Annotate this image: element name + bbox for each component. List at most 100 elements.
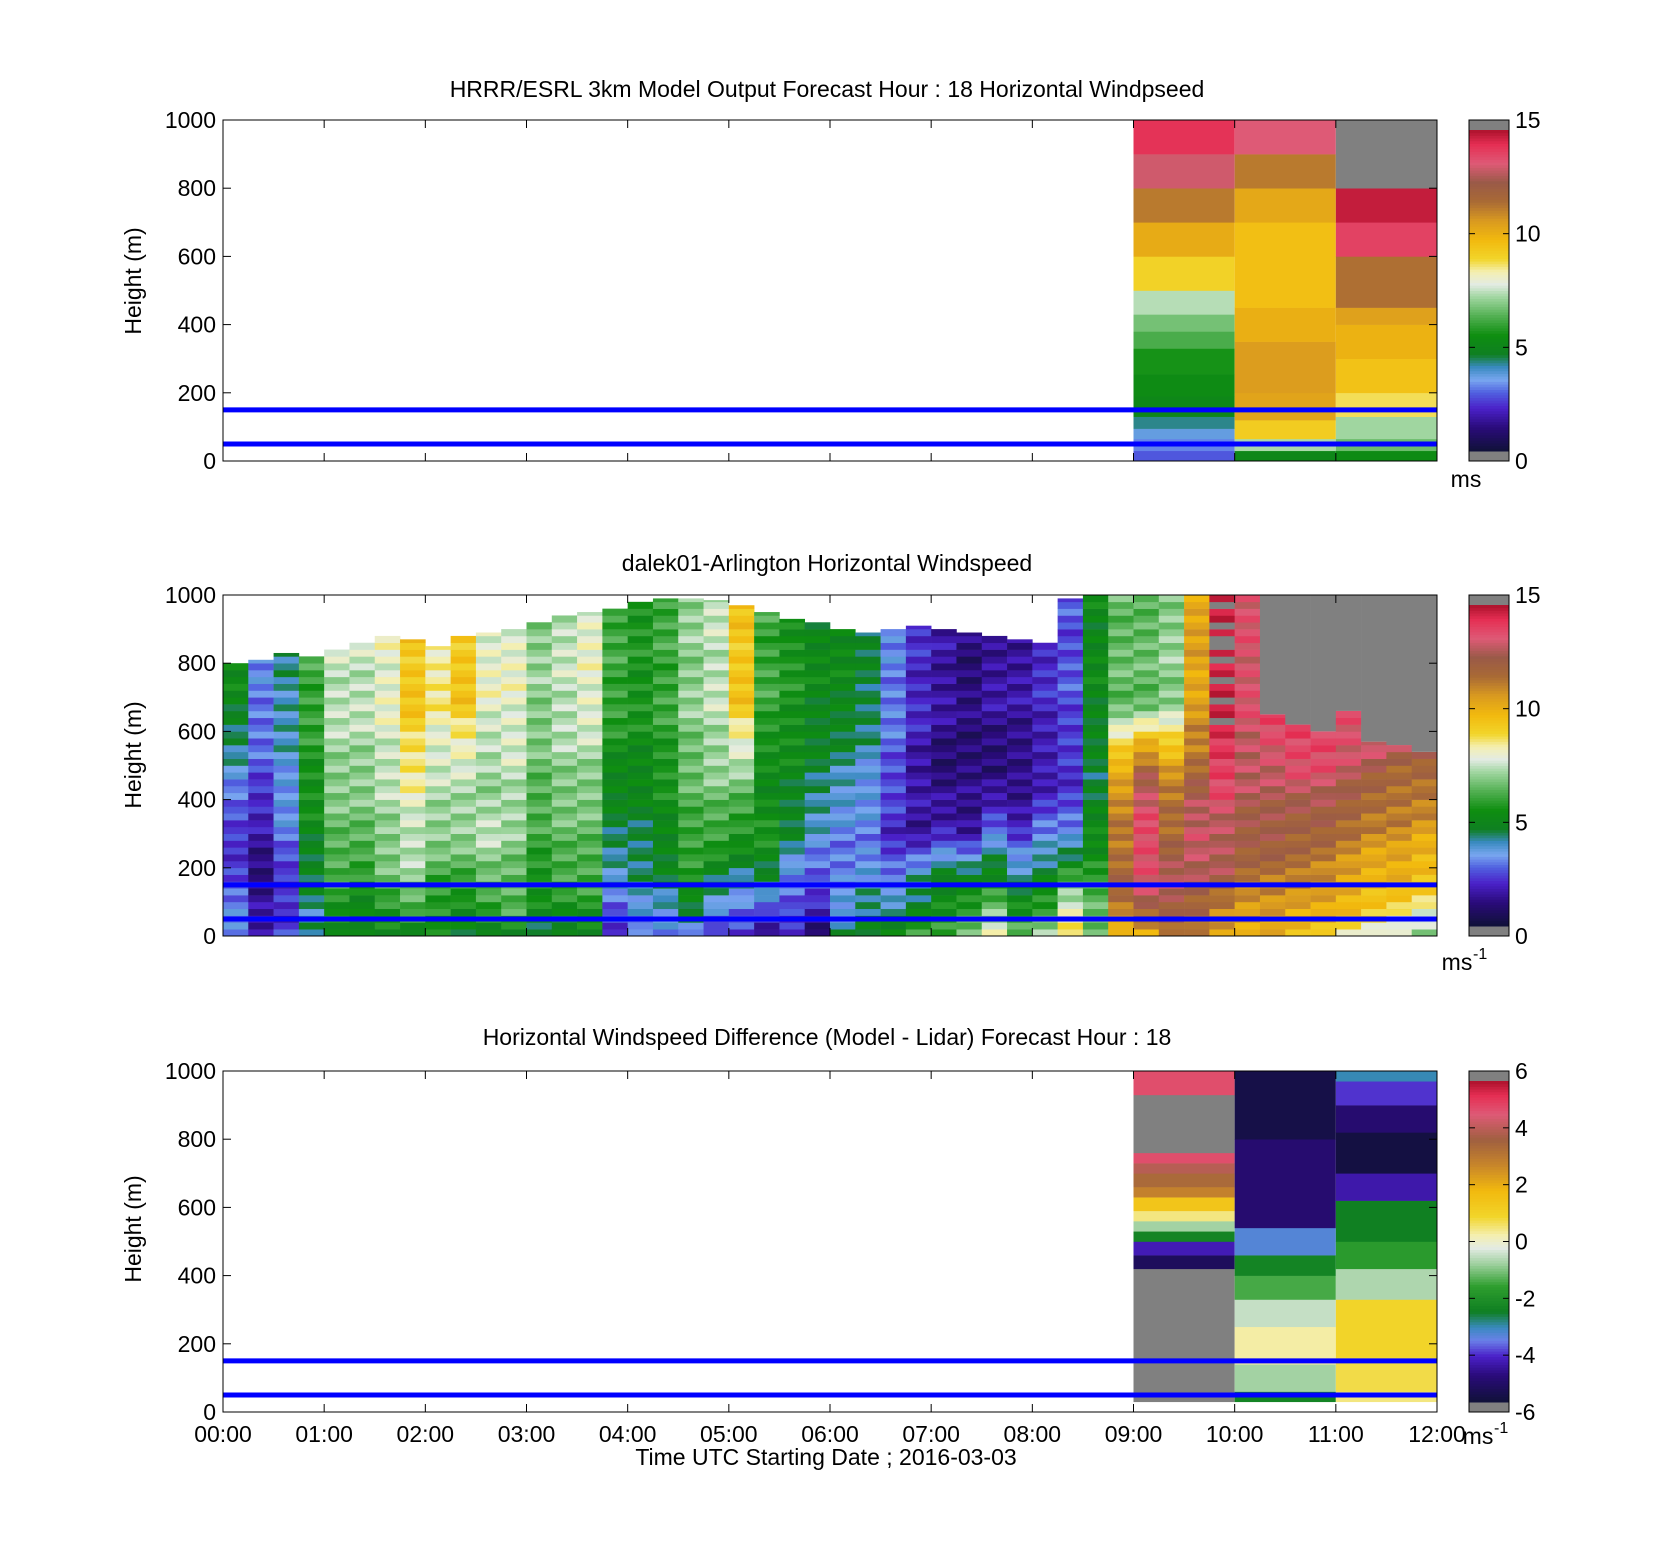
heatmap-cell (779, 697, 806, 705)
heatmap-cell (1108, 772, 1134, 780)
heatmap-cell (728, 608, 755, 616)
heatmap-cell (602, 813, 628, 821)
heatmap-cell (804, 929, 831, 937)
heatmap-cell (1184, 663, 1210, 671)
heatmap-cell (577, 792, 603, 800)
heatmap-cell (1057, 642, 1084, 650)
heatmap-cell (223, 826, 249, 834)
heatmap-cell (830, 847, 856, 855)
heatmap-cell (551, 806, 578, 814)
colorbar-segment (1469, 653, 1509, 657)
heatmap-cell (1285, 785, 1311, 794)
heatmap-cell (804, 840, 831, 848)
heatmap-cell (652, 867, 679, 875)
heatmap-cell (1133, 656, 1160, 664)
heatmap-cell (728, 704, 755, 712)
heatmap-cell (551, 704, 578, 712)
heatmap-cell (830, 860, 856, 869)
heatmap-cell (880, 710, 907, 719)
heatmap-cell (1259, 895, 1286, 903)
colorbar-segment (1469, 1345, 1509, 1349)
heatmap-cell (374, 799, 401, 807)
heatmap-cell (273, 854, 300, 862)
heatmap-cell (905, 690, 932, 698)
heatmap-cell (1184, 751, 1210, 759)
heatmap-cell (223, 731, 249, 739)
colorbar-segment (1469, 768, 1509, 772)
colorbar-segment (1469, 800, 1509, 804)
heatmap-cell (551, 820, 578, 828)
heatmap-cell (223, 813, 249, 821)
heatmap-cell (526, 758, 553, 766)
heatmap-cell (754, 717, 780, 725)
heatmap-cell (577, 676, 603, 684)
heatmap-cell (1133, 929, 1160, 937)
heatmap-cell (1310, 772, 1337, 780)
heatmap-cell (1108, 704, 1134, 712)
heatmap-cell (551, 785, 578, 794)
heatmap-cell (475, 649, 502, 657)
heatmap-cell (1082, 738, 1109, 746)
heatmap-cell (526, 738, 553, 746)
heatmap-cell (1184, 922, 1210, 930)
heatmap-cell (1335, 799, 1362, 807)
heatmap-cell (248, 874, 274, 882)
heatmap-cell (855, 690, 881, 698)
heatmap-cell (830, 840, 856, 848)
heatmap-cell (1158, 840, 1185, 848)
heatmap-cell (425, 724, 451, 732)
heatmap-cell (678, 731, 704, 739)
colorbar-segment (1469, 827, 1509, 831)
heatmap-cell (1310, 895, 1337, 903)
heatmap-cell (349, 867, 376, 875)
heatmap-cell (678, 779, 704, 787)
heatmap-cell (905, 833, 932, 841)
heatmap-cell (223, 895, 249, 903)
heatmap-cell (1184, 676, 1210, 684)
heatmap-cell (400, 697, 426, 705)
heatmap-cell (349, 806, 376, 814)
heatmap-cell (804, 670, 831, 678)
colorbar-segment (1469, 845, 1509, 849)
heatmap-cell (551, 765, 578, 773)
heatmap-cell (475, 724, 502, 732)
heatmap-cell (728, 649, 755, 657)
heatmap-cell (981, 847, 1008, 855)
heatmap-cell (475, 745, 502, 753)
heatmap-cell (1259, 820, 1286, 828)
heatmap-cell (400, 854, 426, 862)
heatmap-cell (1361, 922, 1387, 930)
heatmap-cell (1082, 772, 1109, 780)
heatmap-cell (374, 738, 401, 746)
heatmap-cell (1007, 656, 1033, 664)
heatmap-cell (551, 710, 578, 719)
heatmap-cell (1057, 717, 1084, 725)
heatmap-cell (551, 792, 578, 800)
heatmap-cell (1411, 929, 1438, 937)
heatmap-cell (324, 772, 350, 780)
heatmap-cell (1335, 813, 1362, 821)
x-tick-label: 04:00 (599, 1421, 657, 1447)
heatmap-cell (298, 704, 325, 712)
heatmap-cell (754, 704, 780, 712)
colorbar-segment (1469, 239, 1509, 243)
heatmap-cell (652, 833, 679, 841)
colorbar-segment (1469, 778, 1509, 783)
heatmap-cell (1108, 820, 1134, 828)
heatmap-cell (956, 635, 983, 644)
heatmap-cell (956, 649, 983, 657)
heatmap-cell (754, 765, 780, 773)
heatmap-cell (1184, 710, 1210, 719)
heatmap-cell (905, 676, 932, 684)
heatmap-cell (374, 758, 401, 766)
colorbar-segment (1469, 685, 1509, 689)
heatmap-cell (1259, 908, 1286, 916)
heatmap-cell (1108, 724, 1134, 732)
heatmap-cell (855, 635, 881, 644)
heatmap-cell (627, 779, 654, 787)
colorbar-segment (1469, 1380, 1509, 1384)
heatmap-cell (956, 792, 983, 800)
heatmap-cell (475, 785, 502, 794)
heatmap-cell (627, 888, 654, 896)
heatmap-cell (475, 656, 502, 664)
